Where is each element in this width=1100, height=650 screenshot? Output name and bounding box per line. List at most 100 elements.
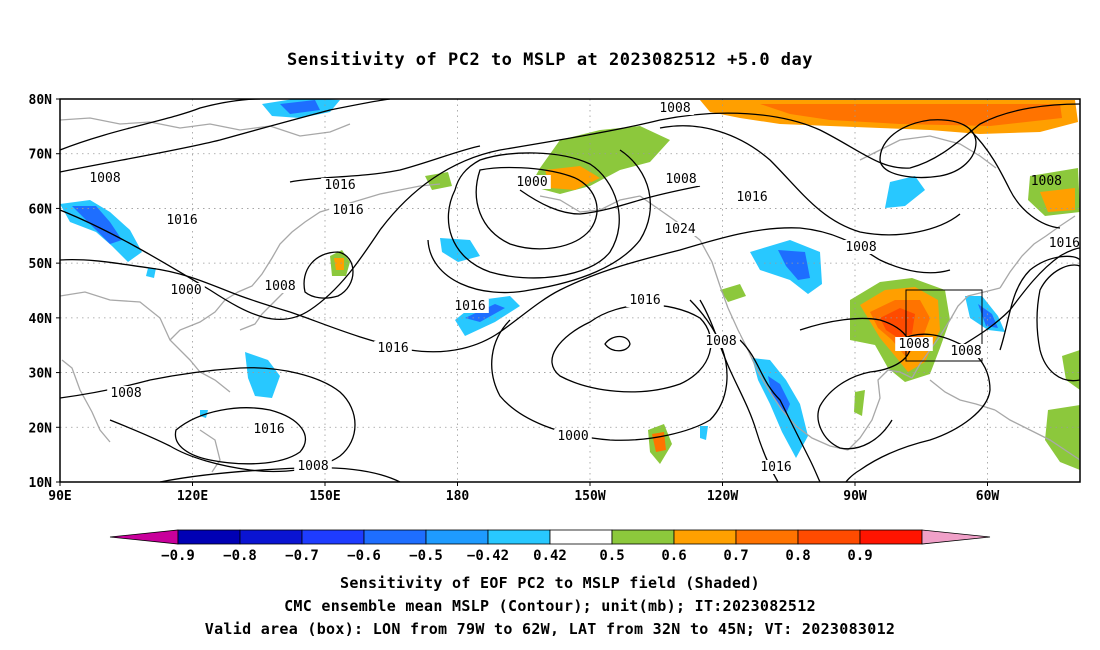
colorbar-label: −0.5	[409, 548, 443, 564]
lat-tick-label: 60N	[29, 202, 53, 217]
lat-tick-label: 40N	[29, 312, 53, 327]
colorbar-swatch	[487, 529, 551, 545]
contour-label-bg	[626, 293, 664, 307]
colorbar-swatch	[859, 529, 923, 545]
contour-label-bg	[374, 341, 412, 355]
contour-label-bg	[554, 429, 592, 443]
contour-label-bg	[947, 344, 985, 358]
colorbar-swatch	[177, 529, 241, 545]
contour-label: 1008	[110, 386, 141, 401]
lat-lon-grid	[60, 99, 1080, 482]
lon-tick-label: 120E	[177, 489, 208, 504]
colorbar-label: −0.8	[223, 548, 257, 564]
colorbar-label: −0.6	[347, 548, 381, 564]
contour-label-bg	[656, 101, 694, 115]
contour-label: 1016	[629, 293, 660, 308]
contour-label-bg	[451, 299, 489, 313]
contour-label: 1016	[736, 190, 767, 205]
contour-label: 1008	[1031, 174, 1062, 189]
contour-label-bg	[261, 279, 299, 293]
colorbar-label: 0.5	[599, 548, 624, 564]
lon-tick-label: 90W	[843, 489, 867, 504]
lat-tick-label: 10N	[29, 476, 53, 491]
caption-line-3: Valid area (box): LON from 79W to 62W, L…	[204, 620, 896, 638]
lon-tick-label: 150W	[574, 489, 605, 504]
contour-label-bg	[163, 213, 201, 227]
lat-tick-label: 50N	[29, 257, 53, 272]
contour-label-bg	[250, 422, 288, 436]
colorbar-label: 0.6	[661, 548, 686, 564]
contour-label-bg	[662, 172, 700, 186]
contour-label: 1000	[516, 175, 547, 190]
contour-label-bg	[329, 203, 367, 217]
lon-tick-label: 60W	[976, 489, 1000, 504]
contour-label: 1024	[664, 222, 695, 237]
colorbar-label: 0.7	[723, 548, 748, 564]
colorbar-low-triangle	[109, 529, 179, 545]
lat-tick-label: 30N	[29, 367, 53, 382]
contour-label: 1016	[1049, 236, 1080, 251]
contour-label: 1016	[332, 203, 363, 218]
contour-label-bg	[895, 337, 933, 351]
lon-tick-label: 120W	[707, 489, 738, 504]
lat-tick-label: 70N	[29, 148, 53, 163]
contour-label: 1008	[264, 279, 295, 294]
contour-label: 1008	[898, 337, 929, 352]
contour-label: 1008	[705, 334, 736, 349]
caption-line-2: CMC ensemble mean MSLP (Contour); unit(m…	[284, 597, 816, 615]
contour-label: 1016	[324, 178, 355, 193]
contour-label-bg	[733, 190, 771, 204]
contour-label: 1016	[166, 213, 197, 228]
contour-label: 1016	[454, 299, 485, 314]
coastlines	[60, 117, 1080, 473]
contour-label-bg	[842, 240, 880, 254]
colorbar-swatch	[797, 529, 861, 545]
latitude-axis: 80N 70N 60N 50N 40N 30N 20N 10N	[29, 93, 60, 491]
map-frame	[59, 98, 1081, 483]
colorbar-swatch	[611, 529, 675, 545]
colorbar-swatch	[239, 529, 303, 545]
colorbar-swatch	[673, 529, 737, 545]
lon-tick-label: 180	[446, 489, 470, 504]
contour-label-bg	[86, 171, 124, 185]
colorbar-label: −0.42	[467, 548, 509, 564]
colorbar-swatch	[301, 529, 365, 545]
contour-label: 1000	[170, 283, 201, 298]
figure-title: Sensitivity of PC2 to MSLP at 2023082512…	[286, 50, 813, 70]
lat-tick-label: 20N	[29, 421, 53, 436]
contour-label-bg	[661, 222, 699, 236]
caption-line-1: Sensitivity of EOF PC2 to MSLP field (Sh…	[340, 574, 760, 592]
contour-label: 1016	[377, 341, 408, 356]
lon-tick-label: 150E	[309, 489, 340, 504]
lon-tick-label: 90E	[48, 489, 71, 504]
colorbar-label: 0.42	[533, 548, 567, 564]
contour-label: 1000	[557, 429, 588, 444]
colorbar-swatch	[425, 529, 489, 545]
contour-label: 1016	[253, 422, 284, 437]
contour-label-bg	[167, 283, 205, 297]
contour-label-bg	[321, 178, 359, 192]
lat-tick-label: 80N	[29, 93, 53, 108]
contour-label-layer: 1008 1016 1000 1008 1016 1016 1000 1008 1008 1016…	[86, 101, 1080, 475]
colorbar-label: −0.9	[161, 548, 195, 564]
contour-label-bg	[757, 460, 795, 474]
colorbar-label: 0.9	[847, 548, 872, 564]
contour-label-bg	[702, 334, 740, 348]
colorbar-swatch	[549, 529, 613, 545]
contour-label: 1008	[950, 344, 981, 359]
colorbar-swatch	[363, 529, 427, 545]
contour-label: 1008	[297, 459, 328, 474]
contour-label-bg	[107, 386, 145, 400]
contour-label-bg	[513, 175, 551, 189]
contour-label: 1008	[89, 171, 120, 186]
colorbar-label: −0.7	[285, 548, 319, 564]
colorbar-swatch	[735, 529, 799, 545]
longitude-axis: 90E 120E 150E 180 150W 120W 90W 60W	[48, 482, 999, 504]
contour-label: 1008	[665, 172, 696, 187]
colorbar-label: 0.8	[785, 548, 810, 564]
colorbar-high-triangle	[921, 529, 991, 545]
contour-label: 1008	[845, 240, 876, 255]
contour-label: 1008	[659, 101, 690, 116]
colorbar: −0.9 −0.8 −0.7 −0.6 −0.5 −0.42 0.42 0.5 0.6 0.7 0.…	[109, 529, 991, 564]
